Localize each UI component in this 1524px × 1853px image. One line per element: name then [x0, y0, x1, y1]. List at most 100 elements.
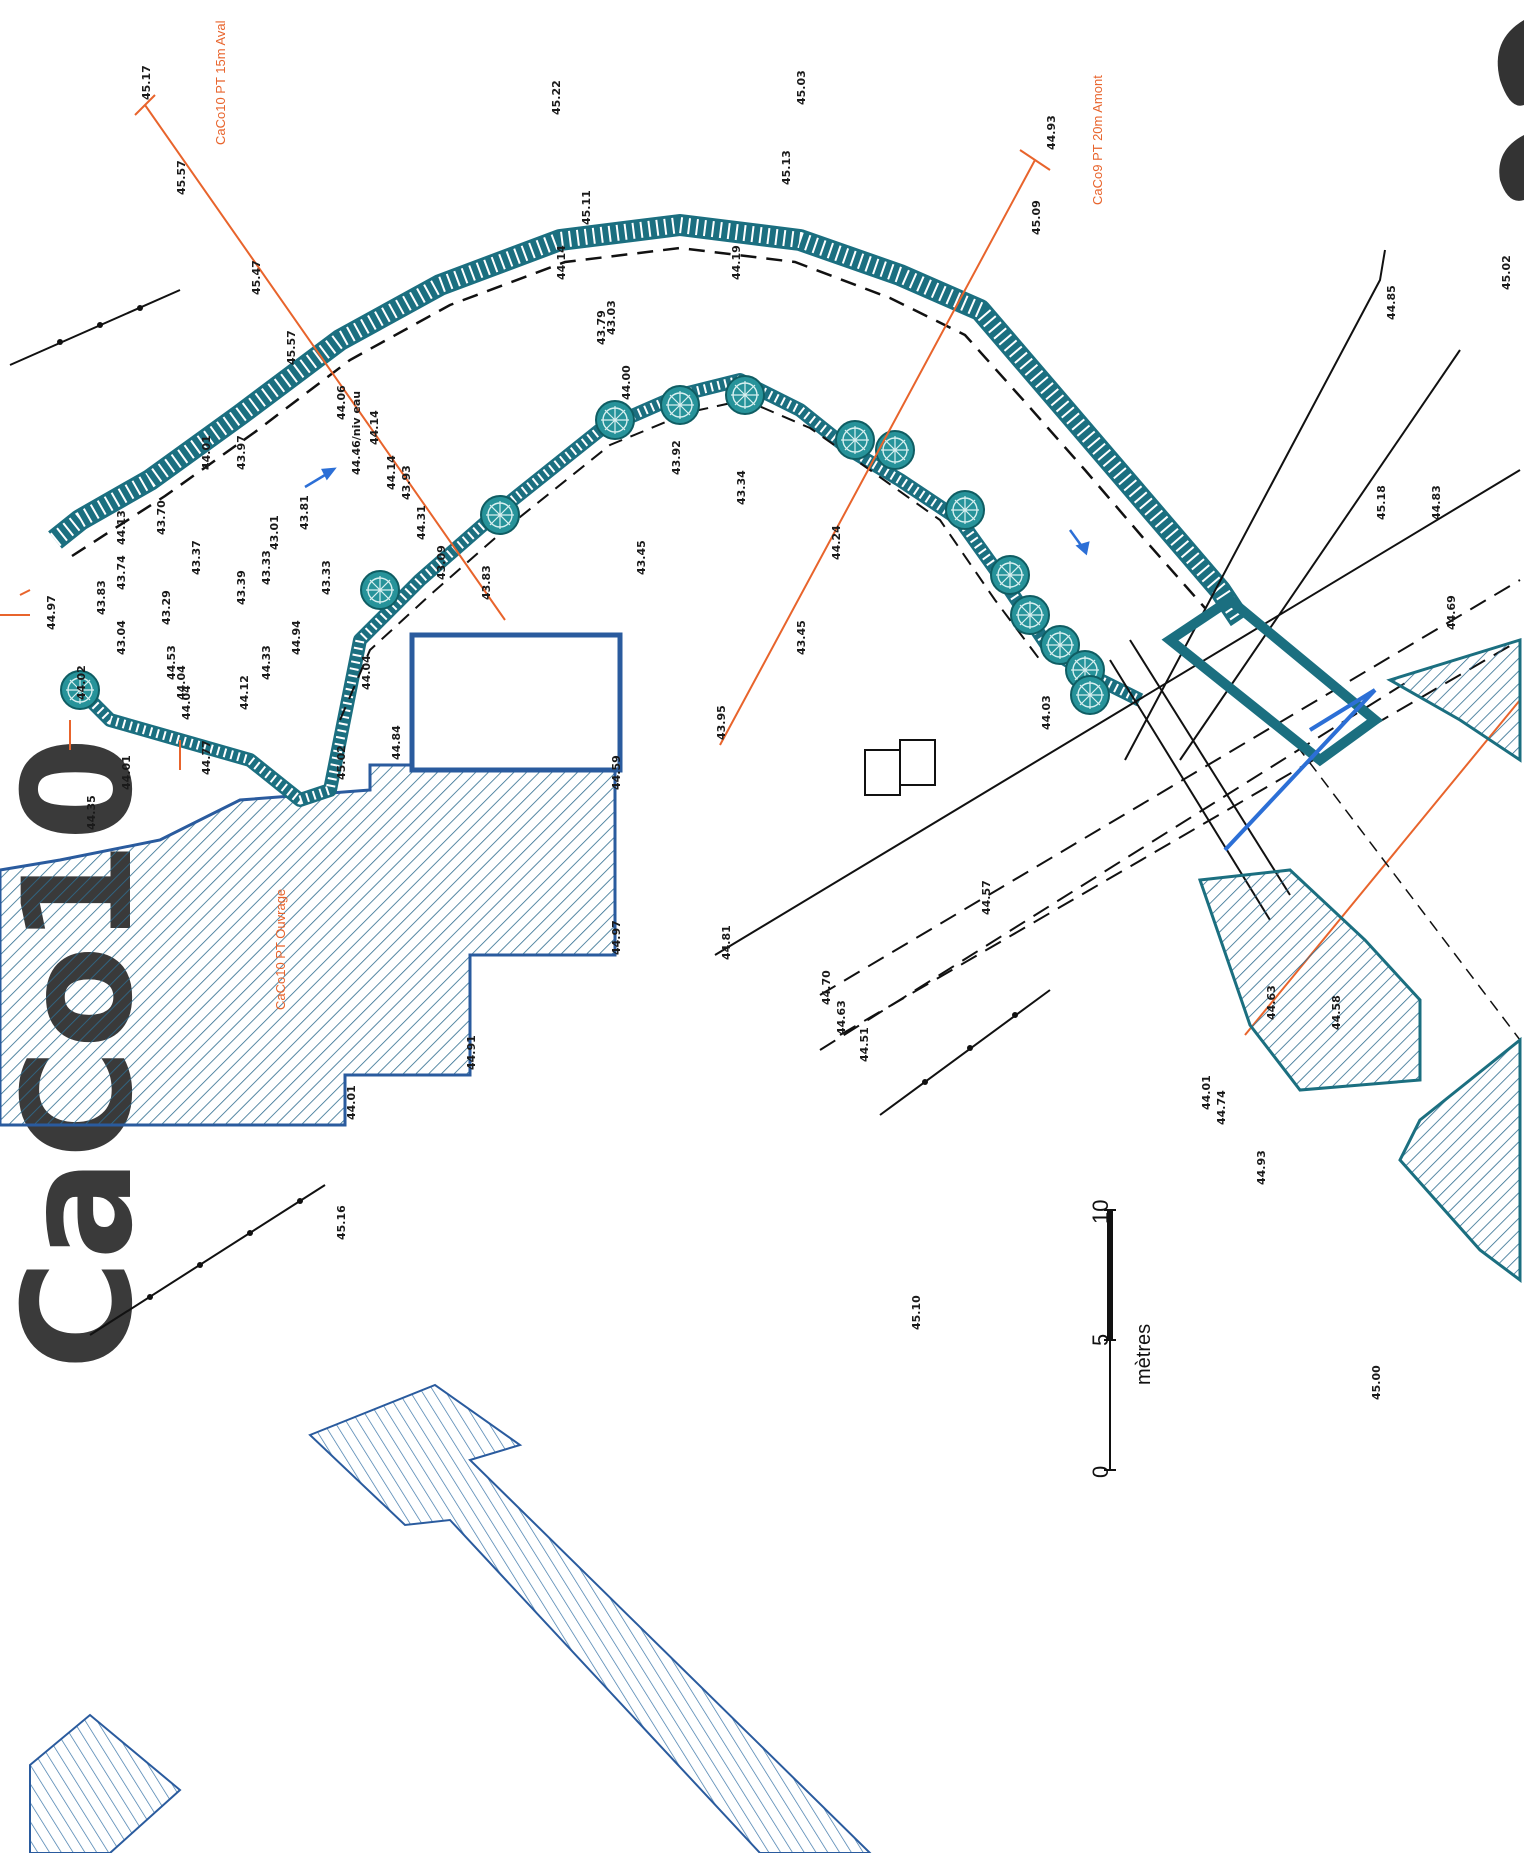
elevation-label: 43.83 — [480, 565, 493, 600]
scale-tick-0: 0 — [1088, 1466, 1113, 1478]
elevation-label: 43.33 — [320, 560, 333, 595]
profile-label-amont: CaCo9 PT 20m Amont — [1090, 75, 1105, 205]
elevation-label: 44.81 — [720, 925, 733, 960]
elevation-label: 44.59 — [610, 755, 623, 790]
fence-post — [297, 1198, 303, 1204]
bridge-blue-line — [1308, 688, 1377, 732]
elevation-label: 44.93 — [1045, 115, 1058, 150]
embankment-slope — [1398, 1036, 1522, 1283]
flow-arrow-icon — [1068, 529, 1090, 556]
elevation-label: 43.97 — [235, 435, 248, 470]
elevation-label: 45.57 — [175, 160, 188, 195]
elevation-label: 44.46/niv eau — [350, 391, 363, 475]
elevation-label: 45.57 — [285, 330, 298, 365]
building-main — [0, 763, 617, 1127]
fence-post — [137, 305, 143, 311]
building-annex — [409, 632, 623, 773]
fence-post — [1012, 1012, 1018, 1018]
elevation-label: 45.03 — [795, 70, 808, 105]
elevation-label: 43.09 — [435, 545, 448, 580]
elevation-label: 44.14 — [555, 245, 568, 280]
profile-tick — [0, 589, 181, 770]
road-line — [819, 579, 1521, 996]
scale-tick-10: 10 — [1088, 1200, 1113, 1224]
elevation-label: 44.12 — [238, 675, 251, 710]
fence-line — [879, 989, 1051, 1116]
profile-label-aval: CaCo10 PT 15m Aval — [213, 20, 228, 145]
elevation-label: 43.39 — [235, 570, 248, 605]
elevation-label: 44.97 — [610, 920, 623, 955]
elevation-label: 44.06 — [335, 385, 348, 420]
elevation-label: 43.83 — [95, 580, 108, 615]
fence-line — [89, 1184, 326, 1336]
elevation-label: 44.35 — [85, 795, 98, 830]
elevation-label: 44.31 — [415, 505, 428, 540]
tree-icon — [480, 495, 520, 535]
elevation-label: 44.85 — [1385, 285, 1398, 320]
elevation-label: 45.18 — [1375, 485, 1388, 520]
elevation-label: 44.03 — [1040, 695, 1053, 730]
road-line — [1124, 249, 1386, 761]
fence-posts — [57, 305, 1018, 1300]
elevation-label: 43.45 — [795, 620, 808, 655]
bridge-crossing — [1161, 593, 1384, 852]
elevation-label: 45.02 — [335, 745, 348, 780]
elevation-label: 45.22 — [550, 80, 563, 115]
elevation-label: 43.03 — [605, 300, 618, 335]
embankment-slope — [1386, 637, 1522, 763]
elevation-label: 44.01 — [345, 1085, 358, 1120]
embankment-slope — [1197, 868, 1422, 1092]
elevation-label: 44.91 — [465, 1035, 478, 1070]
road-line — [819, 679, 1411, 1051]
elevation-label: 44.74 — [1215, 1090, 1228, 1125]
fence-post — [247, 1230, 253, 1236]
tree-icon — [945, 490, 985, 530]
fence-post — [97, 322, 103, 328]
elevation-label: 44.02 — [75, 665, 88, 700]
tree-icon — [1010, 595, 1050, 635]
elevation-label: 44.51 — [858, 1027, 871, 1062]
tree-icon — [725, 375, 765, 415]
elevation-label: 44.14 — [385, 455, 398, 490]
elevation-label: 44.53 — [165, 645, 178, 680]
elevation-label: 45.13 — [780, 150, 793, 185]
building-corner — [29, 1713, 182, 1853]
tree-icon — [875, 430, 915, 470]
elevation-label: 44.63 — [1265, 985, 1278, 1020]
elevation-label: 44.84 — [390, 725, 403, 760]
elevation-label: 44.97 — [45, 595, 58, 630]
elevation-label: 45.11 — [580, 190, 593, 225]
fence-post — [147, 1294, 153, 1300]
elevation-label: 44.04 — [360, 655, 373, 690]
embankment-wall — [48, 214, 1250, 627]
elevation-label: 45.02 — [1500, 255, 1513, 290]
elevation-label: 44.70 — [820, 970, 833, 1005]
fence-post — [967, 1045, 973, 1051]
elevation-label: 44.57 — [980, 880, 993, 915]
scale-tick-5: 5 — [1088, 1334, 1113, 1346]
elevation-label: 45.17 — [140, 65, 153, 100]
profile-label-ouvrage: CaCo10 PT Ouvrage — [273, 889, 288, 1010]
bridge-blue-line — [1223, 688, 1377, 852]
tree-icon — [660, 385, 700, 425]
elevation-label: 45.10 — [910, 1295, 923, 1330]
elevation-label: 43.04 — [115, 620, 128, 655]
elevation-label: 43.29 — [160, 590, 173, 625]
elevation-label: 44.63 — [835, 1000, 848, 1035]
profile-line-amont — [719, 149, 1051, 746]
elevation-label: 43.74 — [115, 555, 128, 590]
elevation-label: 43.01 — [268, 515, 281, 550]
tree-icon — [835, 420, 875, 460]
elevation-label: 44.01 — [120, 755, 133, 790]
bridge-deck — [1161, 593, 1384, 767]
elevation-labels: 45.17 45.57 45.47 45.22 45.03 45.13 44.9… — [45, 65, 1513, 1400]
elevation-label: 45.16 — [335, 1205, 348, 1240]
tree-icon — [595, 400, 635, 440]
edge-mark-bottom — [1499, 135, 1524, 201]
tree-icon — [1070, 675, 1110, 715]
elevation-label: 43.37 — [190, 540, 203, 575]
small-structure — [864, 739, 936, 796]
flow-arrow-icon — [304, 467, 337, 489]
elevation-label: 44.04 — [175, 665, 188, 700]
